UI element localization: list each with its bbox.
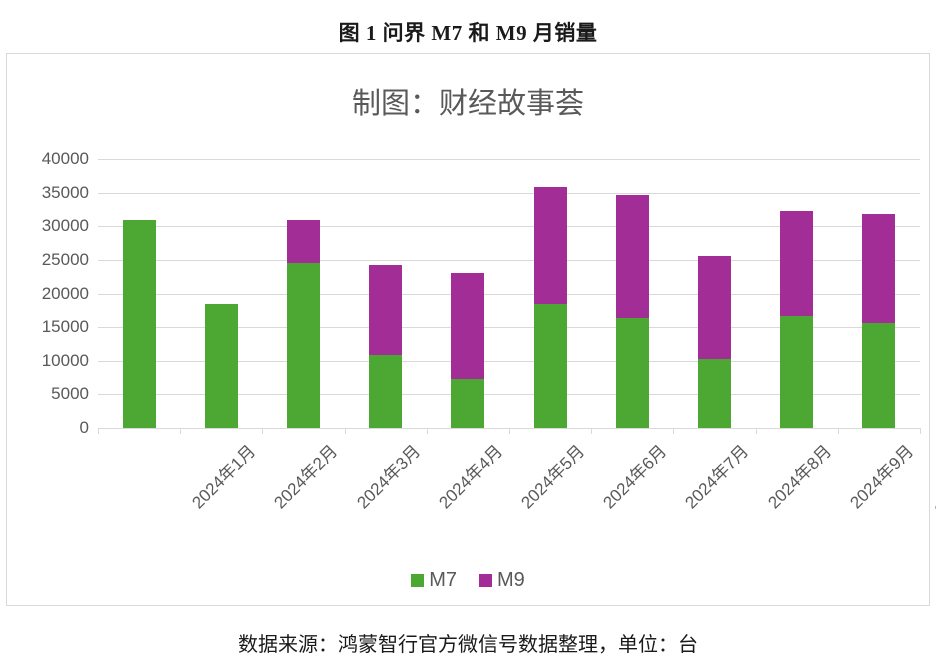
x-axis-category-label: 2024年2月 [270, 441, 342, 513]
bar-segment-m7[interactable] [369, 354, 403, 428]
gridline [98, 360, 920, 362]
x-axis-tick [920, 428, 921, 434]
bar-segment-m7[interactable] [287, 262, 320, 428]
legend-item-m7[interactable]: M7 [411, 569, 457, 592]
x-axis-tick [509, 428, 510, 434]
bar-segment-m7[interactable] [451, 378, 485, 428]
x-axis-category-label: 2024年5月 [517, 441, 589, 513]
x-axis-tick [755, 428, 757, 434]
x-axis-category-label: 2024年3月 [352, 441, 424, 513]
bar-segment-m9[interactable] [369, 264, 403, 355]
x-axis-category-label: 2024年1月 [188, 441, 260, 513]
y-axis-tick-label: 0 [79, 417, 89, 437]
legend-swatch-icon [411, 574, 425, 587]
gridline [98, 293, 920, 295]
figure-caption: 图 1 问界 M7 和 M9 月销量 [338, 21, 598, 45]
y-axis-tick-label: 20000 [41, 283, 89, 303]
gridline [98, 394, 920, 396]
legend-item-m9[interactable]: M9 [479, 569, 525, 592]
y-axis-tick-label: 5000 [51, 384, 89, 404]
x-axis-tick [180, 428, 182, 434]
bar-segment-m9[interactable] [780, 210, 814, 316]
legend-label: M7 [429, 569, 457, 591]
x-axis-category-label: 2024年6月 [599, 441, 671, 513]
x-axis-tick [262, 428, 264, 434]
bar-segment-m7[interactable] [698, 359, 731, 428]
y-axis-tick-label: 30000 [41, 216, 89, 236]
plot-area: 40000 35000 30000 25000 20000 15000 10000 5000 0… [42, 149, 936, 519]
legend-swatch-icon [479, 574, 492, 587]
gridline [98, 226, 920, 228]
chart-legend: M7 M9 [7, 569, 929, 592]
bar-segment-m7[interactable] [780, 315, 814, 428]
bar-segment-m7[interactable] [204, 304, 238, 428]
bar-segment-m7[interactable] [122, 219, 156, 428]
y-axis-tick-label: 35000 [41, 182, 89, 202]
y-axis-tick-label: 40000 [41, 148, 89, 168]
gridline [98, 327, 920, 329]
source-note: 数据来源：鸿蒙智行官方微信号数据整理，单位：台 [238, 634, 698, 656]
legend-label: M9 [497, 569, 525, 591]
bar-segment-m9[interactable] [615, 194, 649, 318]
bar-segment-m9[interactable] [698, 255, 731, 360]
x-axis-tick [673, 428, 675, 434]
y-axis-tick-label: 15000 [41, 316, 89, 336]
x-axis-category-label: 2024年9月 [846, 441, 917, 513]
chart-frame: 制图：财经故事荟 40000 35000 30000 25000 20000 15000 1… [6, 53, 936, 606]
x-axis-tick [837, 428, 839, 434]
x-axis-category-label: 2024年10月 [931, 441, 936, 520]
x-axis-tick [426, 428, 428, 434]
bar-segment-m7[interactable] [533, 304, 567, 428]
bar-segment-m7[interactable] [862, 323, 896, 428]
bar-segment-m7[interactable] [615, 317, 649, 428]
bar-segment-m9[interactable] [533, 187, 567, 305]
y-axis-tick-label: 25000 [41, 249, 89, 269]
bar-segment-m9[interactable] [451, 272, 485, 379]
gridline [98, 259, 920, 261]
x-axis-tick [98, 428, 99, 434]
x-axis-category-label: 2024年7月 [681, 441, 753, 513]
x-axis-category-label: 2024年8月 [763, 441, 835, 513]
gridline [98, 192, 920, 194]
x-axis-tick [591, 428, 593, 434]
x-axis-category-label: 2024年4月 [435, 441, 506, 513]
x-axis-tick [344, 428, 346, 434]
bar-segment-m9[interactable] [287, 220, 320, 263]
y-axis-tick-label: 10000 [41, 350, 89, 370]
chart-subtitle: 制图：财经故事荟 [351, 88, 584, 120]
bar-segment-m9[interactable] [862, 214, 896, 324]
gridline [98, 159, 920, 160]
